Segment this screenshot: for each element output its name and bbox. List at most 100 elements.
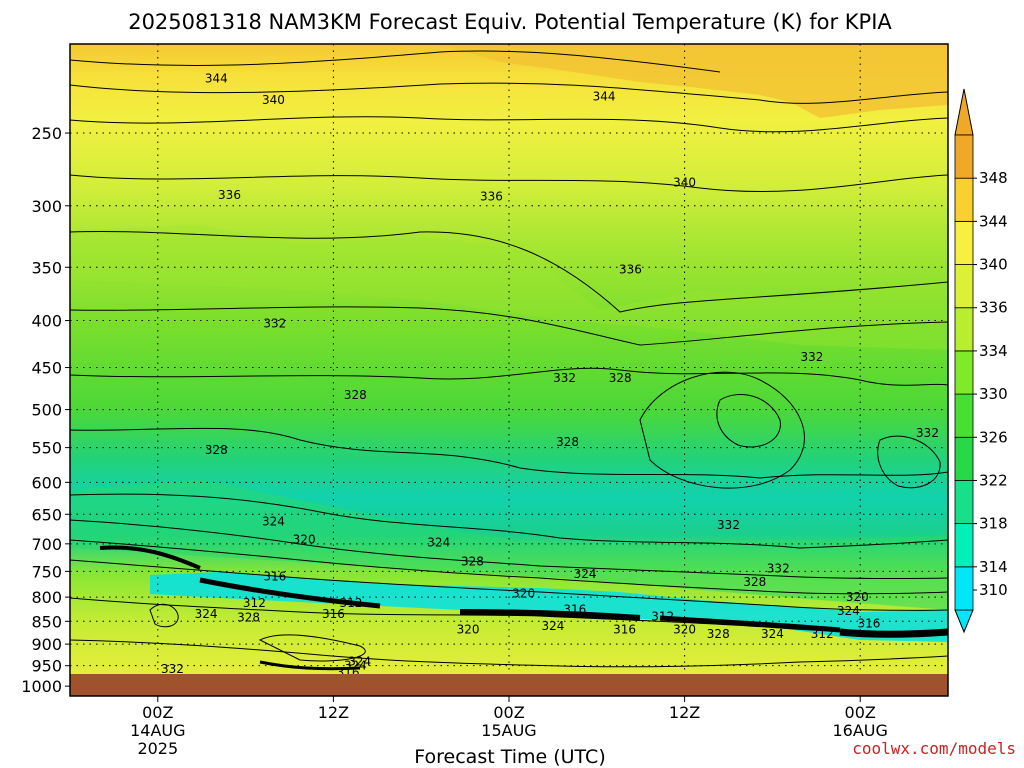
contour-label-text: 324: [574, 567, 597, 581]
contour-label-text: 328: [205, 443, 228, 457]
contour-label-text: 332: [800, 350, 823, 364]
contour-label-text: 328: [461, 555, 484, 569]
contour-label-text: 324: [348, 654, 371, 668]
colorbar-swatch: [954, 350, 974, 395]
colorbar-swatch: [954, 436, 974, 481]
contour-label-text: 320: [293, 532, 316, 546]
contour-label: 328: [743, 575, 766, 589]
contour-label: 324: [262, 515, 285, 529]
contour-label-text: 316: [858, 617, 881, 631]
contour-label-text: 324: [541, 619, 564, 633]
y-tick-label: 800: [31, 588, 62, 607]
y-tick-label: 250: [31, 124, 62, 143]
contour-label: 312: [340, 596, 363, 610]
contour-label: 312: [243, 596, 266, 610]
colorbar-swatch: [954, 523, 974, 568]
contour-label-text: 328: [707, 627, 730, 641]
contour-label: 324: [427, 536, 450, 550]
contour-label-text: 336: [619, 263, 642, 277]
contour-label: 324: [574, 567, 597, 581]
colorbar: 310 314 318 322 326 330 334 336 340 344 348: [954, 88, 1008, 634]
ground-layer: [70, 674, 948, 696]
colorbar-label: 334: [979, 342, 1008, 360]
contour-label-text: 332: [767, 562, 790, 576]
contour-label: 332: [553, 371, 576, 385]
x-tick-label: 00Z: [845, 703, 876, 722]
colorbar-label: 340: [979, 256, 1008, 274]
colorbar-top-arrow: [954, 88, 974, 136]
contour-label-text: 328: [609, 371, 632, 385]
contour-label: 328: [461, 555, 484, 569]
contour-label: 340: [673, 176, 696, 190]
y-tick-label: 350: [31, 258, 62, 277]
contour-label: 316: [858, 617, 881, 631]
contour-label: 336: [218, 188, 241, 202]
colorbar-swatch: [954, 307, 974, 352]
x-tick-label: 12Z: [669, 703, 700, 722]
colorbar-label: 336: [979, 299, 1008, 317]
contour-label: 340: [262, 93, 285, 107]
contour-label: 324: [837, 604, 860, 618]
x-tick-year: 2025: [137, 739, 178, 758]
contour-label: 324: [541, 619, 564, 633]
contour-label-text: 336: [480, 189, 503, 203]
contour-label-text: 312: [340, 596, 363, 610]
contour-label-text: 320: [512, 587, 535, 601]
contour-label-text: 324: [837, 604, 860, 618]
contour-label: 316: [322, 607, 345, 621]
contour-label-text: 324: [761, 627, 784, 641]
y-tick-label: 700: [31, 535, 62, 554]
chart-title: 2025081318 NAM3KM Forecast Equiv. Potent…: [128, 10, 892, 34]
grid: [70, 44, 948, 696]
contour-label-text: 324: [344, 659, 367, 673]
y-tick-label: 300: [31, 197, 62, 216]
colorbar-swatch: [954, 566, 974, 611]
contour-label-text: 316: [322, 607, 345, 621]
contour-label-text: 312: [811, 627, 834, 641]
contour-label-text: 344: [205, 71, 228, 85]
colorbar-swatch: [954, 480, 974, 525]
colorbar-swatch: [954, 177, 974, 222]
y-tick-label: 750: [31, 562, 62, 581]
contour-label-text: 332: [161, 662, 184, 676]
contour-label-text: 332: [916, 426, 939, 440]
contour-label: 328: [556, 435, 579, 449]
colorbar-bottom-arrow: [954, 609, 974, 634]
contour-label: 324: [761, 627, 784, 641]
contour-label: 328: [237, 611, 260, 625]
contour-label-text: 312: [651, 610, 674, 624]
contour-label-text: 340: [262, 93, 285, 107]
upper-warm-region: [440, 44, 948, 118]
y-axis: 250 300 350 400 450 500 550 600 650 700 750 800 850 9…: [21, 124, 70, 696]
contour-label: 332: [263, 317, 286, 331]
contour-label-text: 320: [457, 623, 480, 637]
contour-label-text: 332: [553, 371, 576, 385]
contour-lines: [69, 50, 949, 668]
colorbar-label: 326: [979, 428, 1008, 446]
colorbar-swatch: [954, 264, 974, 309]
x-tick-date: 14AUG: [130, 721, 185, 740]
contour-label: 316: [613, 623, 636, 637]
x-tick-label: 00Z: [493, 703, 524, 722]
contour-label-text: 324: [195, 607, 218, 621]
y-tick-label: 550: [31, 439, 62, 458]
colorbar-label: 348: [979, 169, 1008, 187]
contour-label: 320: [512, 587, 535, 601]
contour-label: 312: [811, 627, 834, 641]
contour-label-text: 324: [427, 536, 450, 550]
y-tick-label: 500: [31, 401, 62, 420]
contour-label-text: 328: [237, 611, 260, 625]
contour-label: 332: [767, 562, 790, 576]
contour-label: 320: [457, 623, 480, 637]
x-tick-date: 15AUG: [481, 721, 536, 740]
y-tick-label: 400: [31, 312, 62, 331]
colorbar-swatch: [954, 134, 974, 179]
contour-label: 328: [205, 443, 228, 457]
x-tick-label: 00Z: [142, 703, 173, 722]
colorbar-label: 344: [979, 212, 1008, 230]
y-tick-label: 650: [31, 505, 62, 524]
x-tick-date: 16AUG: [832, 721, 887, 740]
